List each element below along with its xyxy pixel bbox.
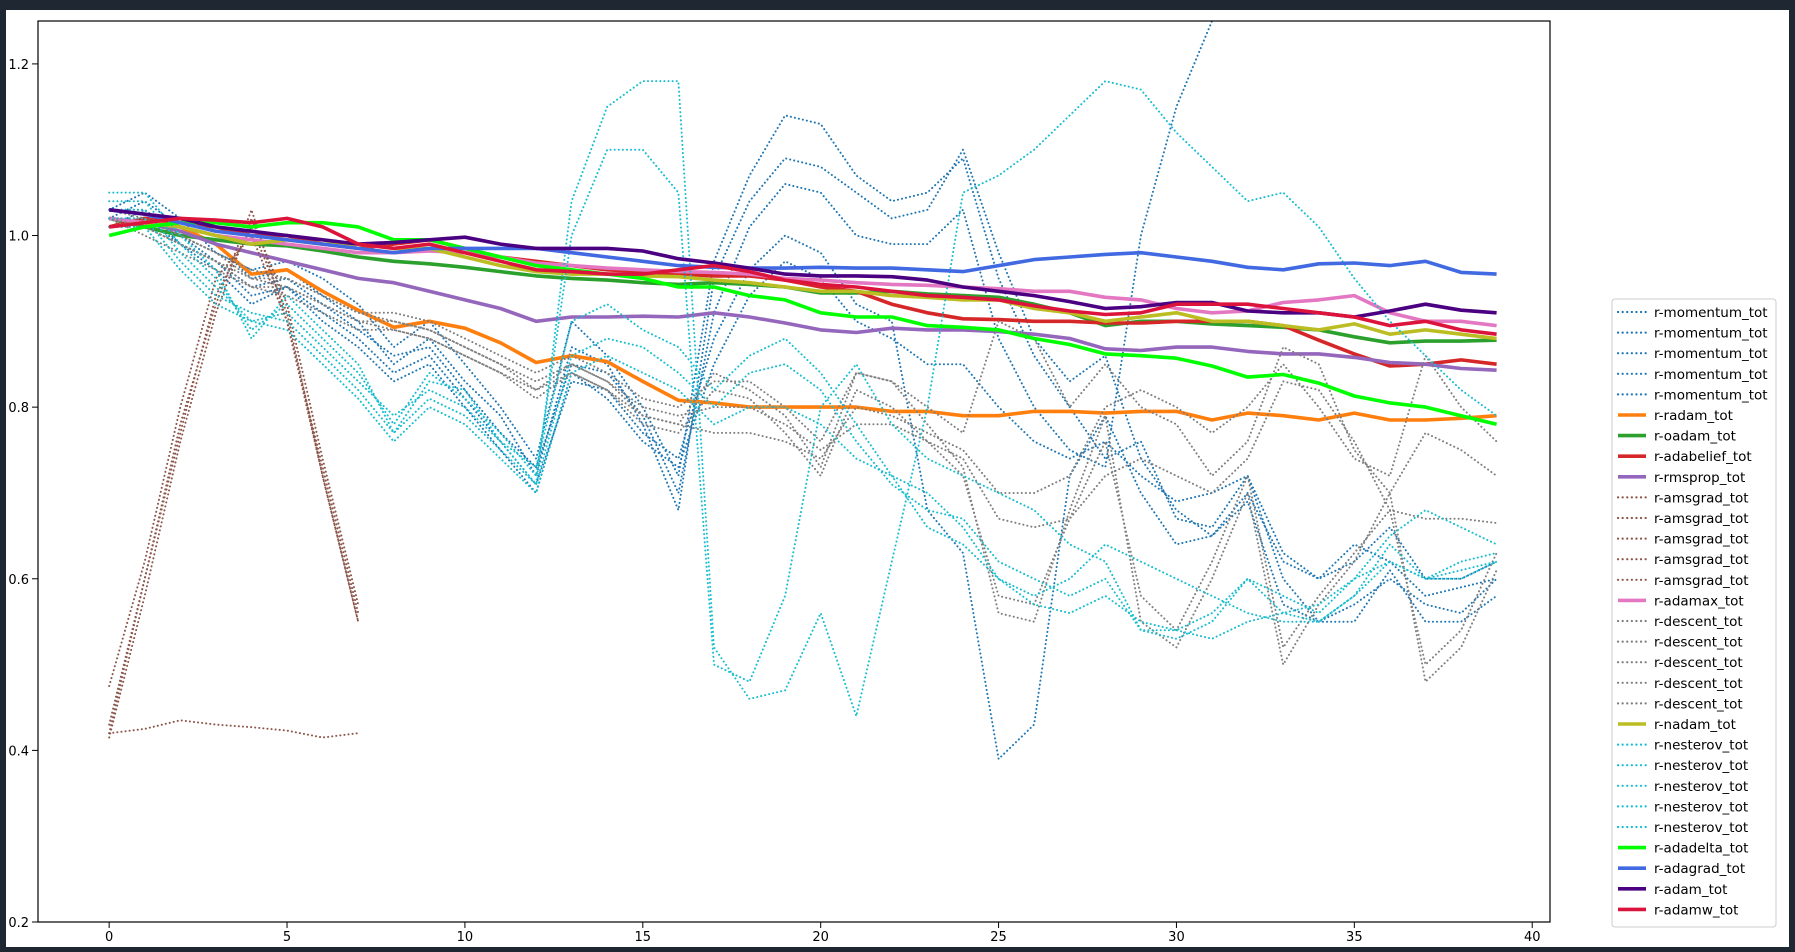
series-layer: [108, 21, 1498, 760]
window-right-border: [1789, 0, 1795, 952]
window-top-border: [0, 0, 1795, 10]
legend-label: r-adamw_tot: [1654, 902, 1738, 918]
series-line-r-adadelta_tot-26: [108, 220, 1498, 427]
x-tick-label: 0: [105, 930, 113, 945]
y-tick-label: 0.8: [8, 401, 29, 416]
legend-label: r-descent_tot: [1654, 655, 1743, 671]
series-line-r-adamw_tot-29: [108, 216, 1497, 336]
series-line-r-descent_tot-18: [108, 225, 1498, 529]
x-tick-label: 40: [1524, 930, 1541, 945]
legend-box: [1611, 298, 1777, 928]
series-line-r-amsgrad_tot-13: [108, 225, 360, 726]
legend-label: r-adabelief_tot: [1654, 449, 1752, 465]
series-line-r-momentum_tot-1: [108, 148, 1498, 623]
legend-label: r-adamax_tot: [1654, 593, 1744, 609]
series-line-r-nesterov_tot-21: [108, 80, 1498, 718]
legend-label: r-nesterov_tot: [1654, 779, 1748, 795]
y-tick-label: 1.2: [8, 58, 29, 73]
series-line-r-momentum_tot-0: [108, 114, 1498, 623]
x-tick-label: 15: [635, 930, 652, 945]
window-bottom-border: [0, 947, 1795, 952]
legend-label: r-rmsprop_tot: [1654, 470, 1745, 486]
series-line-r-nesterov_tot-22: [108, 148, 1498, 683]
legend-label: r-adam_tot: [1654, 882, 1727, 898]
series-line-r-nesterov_tot-25: [108, 225, 1498, 632]
legend-label: r-nesterov_tot: [1654, 820, 1748, 836]
y-tick-label: 0.4: [8, 744, 29, 759]
series-line-r-adam_tot-28: [108, 208, 1497, 319]
window-left-border: [0, 0, 6, 952]
series-line-r-amsgrad_tot-12: [108, 234, 360, 687]
legend-label: r-amsgrad_tot: [1654, 573, 1749, 589]
x-tick-label: 25: [990, 930, 1007, 945]
axes-layer: 0 5 10 15 20 25 30 35 40 0.2 0.4 0.6 0.8 1.0 1.2: [8, 20, 1551, 945]
series-line-r-descent_tot-17: [108, 217, 1498, 494]
y-tick-label: 0.2: [8, 916, 29, 931]
legend-label: r-adagrad_tot: [1654, 861, 1745, 877]
plot-area: [38, 21, 1550, 922]
legend-label: r-momentum_tot: [1654, 346, 1768, 362]
legend-label: r-amsgrad_tot: [1654, 552, 1749, 568]
legend-label: r-amsgrad_tot: [1654, 490, 1749, 506]
series-line-r-descent_tot-19: [108, 217, 1498, 494]
series-line-r-adagrad_tot-27: [108, 208, 1497, 276]
series-line-r-rmsprop_tot-8: [108, 216, 1497, 372]
legend-label: r-descent_tot: [1654, 676, 1743, 692]
x-tick-label: 35: [1346, 930, 1363, 945]
series-line-r-radam_tot-5: [108, 216, 1497, 422]
legend-label: r-nesterov_tot: [1654, 738, 1748, 754]
legend-label: r-momentum_tot: [1654, 367, 1768, 383]
series-line-r-amsgrad_tot-10: [108, 217, 360, 739]
legend-label: r-nesterov_tot: [1654, 799, 1748, 815]
legend-label: r-amsgrad_tot: [1654, 511, 1749, 527]
legend-label: r-amsgrad_tot: [1654, 532, 1749, 548]
legend-label: r-momentum_tot: [1654, 387, 1768, 403]
legend-label: r-descent_tot: [1654, 696, 1743, 712]
legend-label: r-descent_tot: [1654, 635, 1743, 651]
x-tick-label: 30: [1168, 930, 1185, 945]
axes-frame: [37, 20, 1551, 923]
legend-label: r-momentum_tot: [1654, 326, 1768, 342]
series-line-r-amsgrad_tot-11: [108, 719, 360, 739]
series-line-r-momentum_tot-4: [108, 208, 1498, 597]
y-tick-label: 0.6: [8, 573, 29, 588]
y-tick-label: 1.0: [8, 230, 29, 245]
series-line-r-nesterov_tot-24: [108, 217, 1498, 640]
legend-label: r-radam_tot: [1654, 408, 1733, 424]
series-line-r-momentum_tot-2: [108, 21, 1214, 494]
legend-label: r-nadam_tot: [1654, 717, 1736, 733]
legend-label: r-momentum_tot: [1654, 305, 1768, 321]
series-line-r-momentum_tot-3: [108, 217, 1498, 760]
legend: r-momentum_tot r-momentum_tot r-momentum_t…: [1611, 298, 1777, 928]
legend-label: r-oadam_tot: [1654, 429, 1736, 445]
legend-label: r-descent_tot: [1654, 614, 1743, 630]
legend-label: r-adadelta_tot: [1654, 841, 1748, 857]
x-tick-label: 20: [812, 930, 829, 945]
x-tick-label: 5: [283, 930, 291, 945]
plot-background: [38, 21, 1550, 922]
series-line-r-nadam_tot-20: [108, 220, 1497, 341]
legend-label: r-nesterov_tot: [1654, 758, 1748, 774]
x-tick-label: 10: [457, 930, 474, 945]
